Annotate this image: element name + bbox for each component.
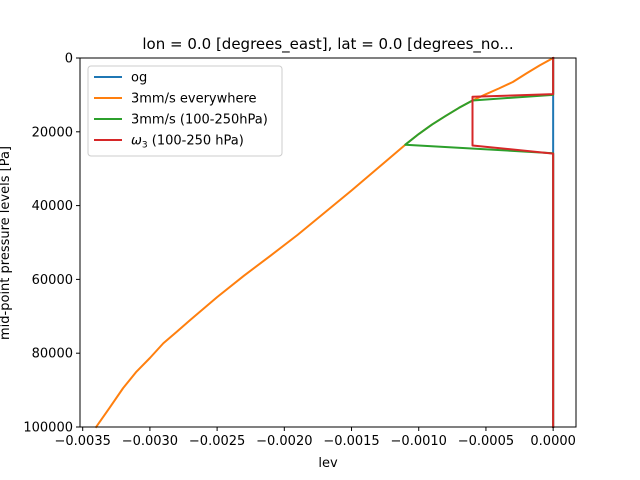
x-tick-label: −0.0035 — [54, 434, 110, 449]
x-tick-label: 0.0000 — [530, 434, 576, 449]
y-tick-label: 40000 — [32, 199, 73, 214]
y-tick-label: 20000 — [32, 125, 73, 140]
legend-label-4: ω3 (100-250 hPa) — [131, 134, 244, 151]
legend-label-3: 3mm/s (100-250hPa) — [131, 113, 268, 128]
x-axis-label: lev — [318, 456, 338, 471]
x-tick-label: −0.0030 — [122, 434, 178, 449]
x-tick-label: −0.0015 — [323, 434, 379, 449]
chart-title: lon = 0.0 [degrees_east], lat = 0.0 [deg… — [142, 35, 513, 54]
y-axis-label: mid-point pressure levels [Pa] — [0, 146, 13, 340]
legend-label-2: 3mm/s everywhere — [131, 92, 257, 107]
series-line-2 — [94, 56, 555, 429]
x-tick-label: −0.0005 — [458, 434, 514, 449]
legend-label-1: og — [131, 71, 147, 86]
series-layer — [94, 56, 555, 429]
y-tick-label: 60000 — [32, 273, 73, 288]
x-tick-label: −0.0020 — [256, 434, 312, 449]
legend-box — [87, 65, 283, 157]
plot-area: −0.0035 −0.0030 −0.0025 −0.0020 −0.0015 −0.00… — [23, 52, 577, 450]
x-tick-label: −0.0010 — [391, 434, 447, 449]
legend: og 3mm/s everywhere 3mm/s (100-250hPa) ω3 (… — [87, 65, 283, 157]
y-tick-label: 80000 — [32, 347, 73, 362]
x-tick-label: −0.0025 — [189, 434, 245, 449]
y-tick-label: 100000 — [23, 421, 73, 436]
series-line-4 — [471, 57, 555, 428]
y-tick-label: 0 — [65, 52, 73, 67]
axes-layer — [79, 57, 577, 428]
tick-layer: −0.0035 −0.0030 −0.0025 −0.0020 −0.0015 −0.00… — [23, 52, 576, 450]
axes-frame — [79, 57, 577, 428]
